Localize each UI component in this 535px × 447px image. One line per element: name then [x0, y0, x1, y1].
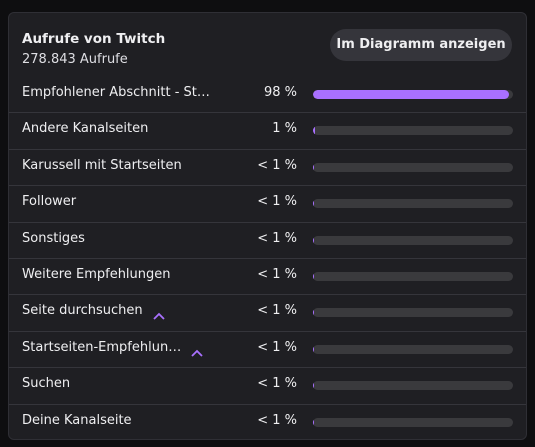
expand-caret[interactable]: [153, 306, 165, 321]
row-percent: 98 %: [263, 85, 297, 100]
row: Suchen < 1 %: [9, 367, 526, 403]
row-label: Follower: [22, 194, 77, 210]
bar: [313, 381, 314, 391]
bar-track: [313, 381, 513, 391]
bar-track: [313, 126, 513, 136]
separator: [9, 367, 526, 369]
separator: [9, 148, 526, 150]
separator: [9, 258, 526, 259]
bar: [313, 162, 314, 172]
separator: [9, 221, 526, 223]
bar-track: [313, 417, 513, 427]
bar-track: [313, 344, 513, 354]
row-label: Karussell mit Startseiten: [22, 157, 182, 173]
bar-track: [313, 90, 513, 99]
bar-track: [313, 162, 513, 172]
row-percent: < 1 %: [257, 157, 297, 173]
row-percent: < 1 %: [257, 376, 297, 392]
row: Sonstiges < 1 %: [9, 221, 526, 258]
separator: [9, 403, 526, 405]
row-label: Sonstiges: [22, 230, 85, 246]
row-percent: < 1 %: [257, 230, 297, 246]
row: Follower < 1 %: [9, 185, 526, 221]
row-label: Weitere Empfehlungen: [22, 267, 171, 282]
bar: [313, 308, 314, 318]
subtitle: 278.843 Aufrufe: [22, 52, 128, 67]
bar: [313, 199, 314, 209]
row-percent: < 1 %: [257, 339, 297, 355]
row-percent: < 1 %: [257, 303, 297, 319]
bar: [313, 126, 315, 136]
separator: [9, 112, 526, 114]
row: Seite durchsuchen < 1 %: [9, 294, 526, 330]
caret-icon: [153, 313, 165, 321]
row-label: Empfohlener Abschnitt - St…: [22, 85, 210, 100]
card: Aufrufe von Twitch 278.843 Aufrufe Im Di…: [8, 12, 527, 440]
separator: [9, 185, 526, 187]
row-label: Andere Kanalseiten: [22, 121, 149, 137]
separator: [9, 330, 526, 332]
bar: [313, 344, 314, 354]
row-label: Suchen: [22, 376, 71, 392]
row-percent: 1 %: [272, 121, 297, 137]
row-percent: < 1 %: [257, 412, 297, 428]
bar: [313, 235, 314, 245]
bar: [313, 417, 314, 427]
separator: [9, 294, 526, 296]
expand-caret[interactable]: [191, 343, 203, 357]
bar: [313, 272, 314, 281]
row: Startseiten-Empfehlun… < 1 %: [9, 330, 526, 367]
row-label: Deine Kanalseite: [22, 412, 132, 428]
row: Andere Kanalseiten 1 %: [9, 112, 526, 148]
title: Aufrufe von Twitch: [22, 31, 166, 47]
bar: [313, 90, 509, 99]
bar-track: [313, 235, 513, 245]
bar-track: [313, 272, 513, 281]
row: Karussell mit Startseiten < 1 %: [9, 148, 526, 185]
bar-track: [313, 308, 513, 318]
row: Weitere Empfehlungen < 1 %: [9, 258, 526, 294]
row-percent: < 1 %: [257, 194, 297, 210]
caret-icon: [191, 349, 203, 357]
row-label: Startseiten-Empfehlun…: [22, 339, 182, 355]
bar-track: [313, 199, 513, 209]
row-label: Seite durchsuchen: [22, 303, 143, 319]
chart-button[interactable]: Im Diagramm anzeigen: [330, 29, 512, 61]
row-percent: < 1 %: [257, 267, 297, 282]
row: Empfohlener Abschnitt - St… 98 %: [9, 76, 526, 112]
row: Deine Kanalseite < 1 %: [9, 403, 526, 440]
